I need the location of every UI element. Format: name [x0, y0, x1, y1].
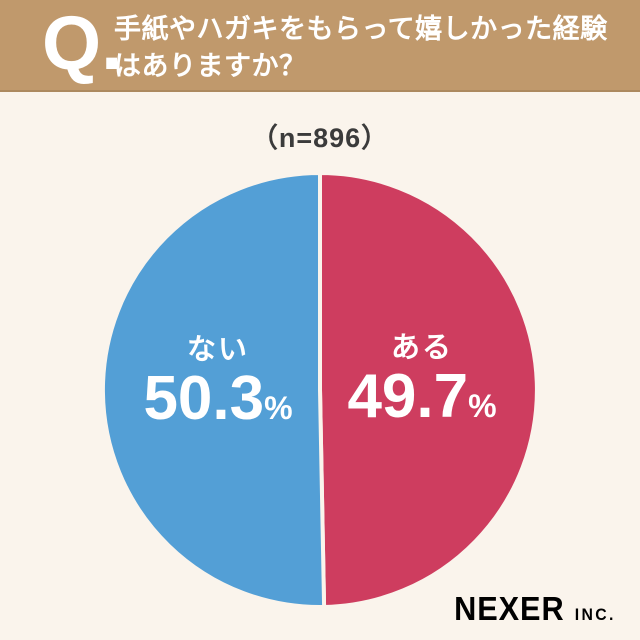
question-line-1: 手紙やハガキをもらって嬉しかった経験	[114, 14, 608, 44]
slice-value-0: 49.7%	[347, 362, 496, 431]
brand-suffix: INC.	[575, 605, 616, 624]
slice-value-1: 50.3%	[143, 364, 292, 433]
sample-size-note: （n=896）	[250, 123, 390, 153]
slice-label-1: ない	[187, 334, 249, 366]
pie-slice-0	[318, 171, 539, 609]
brand-name: NEXER	[454, 590, 565, 627]
slice-label-0: ある	[391, 332, 453, 364]
q-mark-label: Q.	[42, 1, 123, 86]
question-line-2: はありますか？	[114, 51, 307, 81]
question-text: 手紙やハガキをもらって嬉しかった経験 はありますか？	[114, 11, 608, 85]
question-header: Q. 手紙やハガキをもらって嬉しかった経験 はありますか？	[0, 0, 640, 92]
brand-logo: NEXER INC.	[454, 590, 616, 628]
pie-slice-1	[100, 171, 327, 609]
